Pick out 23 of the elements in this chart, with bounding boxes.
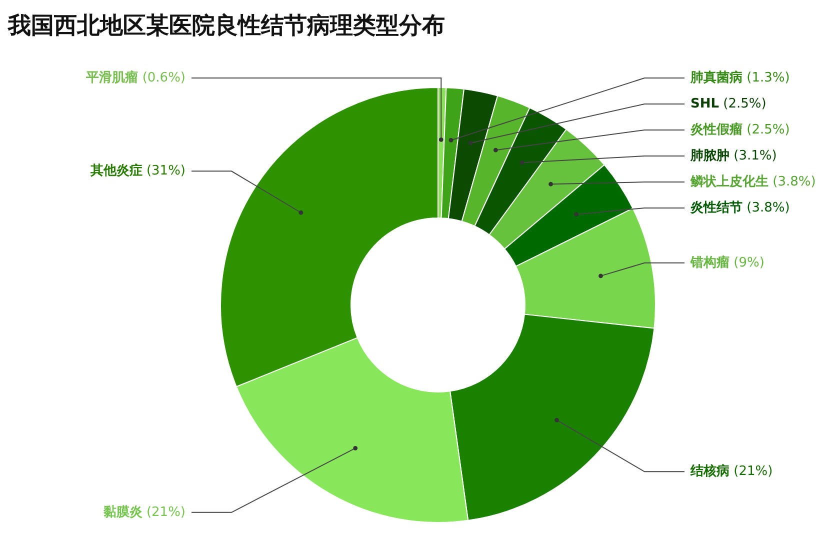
slice-label: 其他炎症 <box>89 162 142 179</box>
slice-label: 黏膜炎 <box>102 504 142 520</box>
data-label: (9%) <box>730 255 764 270</box>
data-label: (2.5%) <box>719 96 766 112</box>
chart-title: 我国西北地区某医院良性结节病理类型分布 <box>8 12 445 41</box>
slice-label: 炎性假瘤 <box>690 121 742 138</box>
data-label: (0.6%) <box>138 70 186 86</box>
slice-label: 结核病 <box>690 463 730 480</box>
slice-label: SHL <box>690 96 720 112</box>
data-label: (1.3%) <box>742 70 790 86</box>
slice-label: 肺真菌病 <box>690 69 742 86</box>
slice-label: 鳞状上皮化生 <box>690 174 768 190</box>
data-label: (21%) <box>142 504 186 520</box>
data-label: (21%) <box>730 464 773 480</box>
data-label: (3.8%) <box>742 200 790 216</box>
slice-label: 炎性结节 <box>690 200 742 216</box>
slice-label: 肺脓肿 <box>690 148 730 164</box>
data-label: (2.5%) <box>742 122 790 138</box>
data-label: (3.1%) <box>730 148 777 164</box>
slice-label: 错构瘤 <box>690 254 730 270</box>
slice-label: 平滑肌瘤 <box>85 69 138 86</box>
data-label: (31%) <box>142 164 186 179</box>
data-label: (3.8%) <box>768 174 816 190</box>
